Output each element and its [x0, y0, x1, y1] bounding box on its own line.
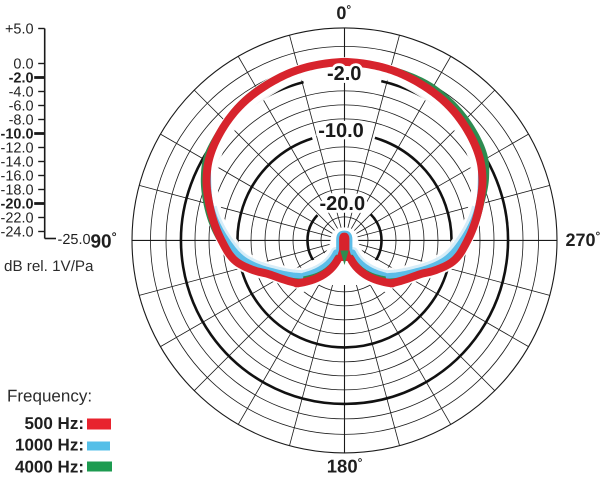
- svg-text:-12.0: -12.0: [1, 141, 34, 157]
- svg-text:-2.0: -2.0: [9, 71, 34, 87]
- svg-text:-6.0: -6.0: [9, 99, 34, 115]
- svg-text:-20.0: -20.0: [1, 197, 34, 213]
- svg-text:90°: 90°: [90, 230, 116, 253]
- svg-text:-8.0: -8.0: [9, 113, 34, 129]
- svg-text:-10.0: -10.0: [318, 120, 364, 142]
- svg-text:-22.0: -22.0: [1, 211, 34, 227]
- svg-text:-16.0: -16.0: [1, 169, 34, 185]
- svg-text:-20.0: -20.0: [320, 193, 366, 215]
- svg-text:-10.0: -10.0: [1, 127, 34, 143]
- svg-text:-14.0: -14.0: [1, 155, 34, 171]
- svg-text:270°: 270°: [566, 229, 601, 250]
- svg-text:-20.0: -20.0: [320, 193, 366, 215]
- svg-text:-4.0: -4.0: [9, 85, 34, 101]
- svg-text:-24.0: -24.0: [1, 225, 34, 241]
- svg-text:+5.0: +5.0: [5, 22, 34, 38]
- svg-text:1000 Hz:: 1000 Hz:: [15, 436, 84, 455]
- svg-text:-2.0: -2.0: [327, 63, 361, 85]
- svg-text:0.0: 0.0: [13, 57, 33, 73]
- svg-text:-2.0: -2.0: [327, 63, 361, 85]
- svg-text:Frequency:: Frequency:: [7, 387, 92, 406]
- svg-text:4000 Hz:: 4000 Hz:: [15, 457, 84, 476]
- svg-text:-18.0: -18.0: [1, 183, 34, 199]
- svg-text:500 Hz:: 500 Hz:: [24, 414, 84, 433]
- svg-text:-10.0: -10.0: [318, 120, 364, 142]
- svg-text:dB rel. 1V/Pa: dB rel. 1V/Pa: [4, 258, 94, 275]
- svg-text:-25.0: -25.0: [58, 232, 91, 248]
- svg-text:180°: 180°: [327, 455, 363, 476]
